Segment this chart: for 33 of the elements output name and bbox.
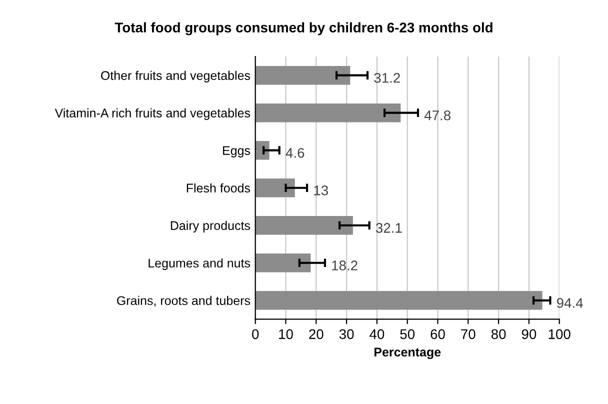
bar <box>255 178 295 198</box>
x-tick-label: 100 <box>548 329 570 340</box>
data-label: 31.2 <box>374 72 400 83</box>
bar <box>255 103 401 122</box>
y-tick-label: Eggs <box>223 146 250 158</box>
y-tick-label: Grains, roots and tubers <box>117 296 250 307</box>
bar <box>255 254 311 272</box>
y-tick-label: Legumes and nuts <box>148 258 250 270</box>
x-tick-label: 70 <box>461 329 476 340</box>
data-label: 47.8 <box>424 110 451 120</box>
bar <box>255 216 353 235</box>
x-tick-label: 30 <box>339 329 354 340</box>
chart-title: Total food groups consumed by children 6-23 months old <box>114 22 492 36</box>
y-tick-label: Dairy products <box>170 220 250 232</box>
y-tick-label: Vitamin-A rich fruits and vegetables <box>54 108 250 120</box>
x-tick-label: 20 <box>309 329 324 340</box>
data-label: 13 <box>314 186 328 196</box>
y-tick-label: Other fruits and vegetables <box>101 70 250 82</box>
x-tick-label: 90 <box>522 329 536 340</box>
data-label: 4.6 <box>286 148 304 158</box>
x-axis-title: Percentage <box>374 348 441 360</box>
x-tick-label: 40 <box>370 329 384 340</box>
x-tick-label: 50 <box>400 329 415 340</box>
data-label: 32.1 <box>376 223 402 233</box>
bar <box>255 66 350 85</box>
x-tick-label: 60 <box>430 329 445 340</box>
bar <box>255 291 542 310</box>
data-label: 94.4 <box>556 298 583 308</box>
data-label: 18.2 <box>332 260 358 270</box>
y-tick-label: Flesh foods <box>186 183 250 193</box>
x-tick-label: 0 <box>252 329 259 340</box>
x-tick-label: 80 <box>491 329 506 340</box>
x-tick-label: 10 <box>279 329 293 340</box>
